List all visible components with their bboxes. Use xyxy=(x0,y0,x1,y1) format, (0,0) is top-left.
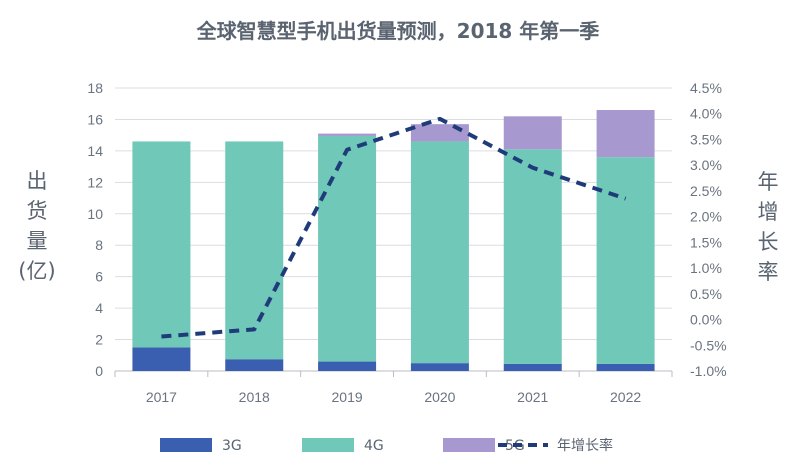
legend-swatch-4G xyxy=(302,438,354,452)
bar-3G-2018 xyxy=(225,359,284,371)
y2-axis-title-char: 年 xyxy=(758,170,779,194)
y2-tick-label: -0.5% xyxy=(690,337,727,353)
y2-tick-label: 4.5% xyxy=(690,80,722,96)
y-tick-label: 12 xyxy=(87,174,103,190)
left-axis-title: 出货量 (亿) xyxy=(18,169,55,283)
y-tick-label: 2 xyxy=(95,332,103,348)
legend: 3G4G5G年增长率 xyxy=(160,437,613,454)
legend-swatch-3G xyxy=(160,438,212,452)
bar-4G-2021 xyxy=(503,149,562,364)
y2-tick-label: 4.0% xyxy=(690,106,722,122)
bar-5G-2019 xyxy=(318,133,377,136)
y2-tick-label: 2.5% xyxy=(690,183,722,199)
legend-label-4G: 4G xyxy=(364,438,384,454)
x-tick-label: 2018 xyxy=(239,389,270,405)
bar-3G-2020 xyxy=(410,363,469,371)
bar-4G-2018 xyxy=(225,141,284,360)
y-tick-label: 0 xyxy=(95,363,103,379)
y2-tick-label: 1.5% xyxy=(690,234,722,250)
bar-4G-2020 xyxy=(410,141,469,364)
x-tick-label: 2021 xyxy=(517,389,548,405)
growth-rate-line-path xyxy=(161,116,627,339)
y-axis-title-char: 货 xyxy=(27,199,48,223)
bar-5G-2020 xyxy=(410,124,469,142)
bar-5G-2021 xyxy=(503,116,562,150)
x-tick-label: 2020 xyxy=(424,389,455,405)
y-tick-label: 8 xyxy=(95,237,103,253)
stacked-bars xyxy=(132,110,655,371)
y-axis-title-char: 量 xyxy=(27,229,48,253)
y-tick-label: 4 xyxy=(95,300,103,316)
y2-tick-label: 0.5% xyxy=(690,286,722,302)
y-tick-label: 10 xyxy=(87,206,103,222)
y-axis-title-char: (亿) xyxy=(18,259,55,283)
y2-tick-label: 1.0% xyxy=(690,260,722,276)
right-axis-title: 年增长率 xyxy=(758,170,779,284)
bar-4G-2022 xyxy=(596,157,655,364)
left-axis-ticks: 0 2 4 6 8 10 12 14 16 18 xyxy=(87,80,103,379)
grid-lines xyxy=(114,87,673,377)
y2-tick-label: 3.0% xyxy=(690,157,722,173)
bar-3G-2017 xyxy=(132,347,191,371)
bar-3G-2021 xyxy=(503,363,562,371)
bar-3G-2019 xyxy=(318,361,377,371)
y-tick-label: 14 xyxy=(87,143,103,159)
x-tick-label: 2017 xyxy=(146,389,177,405)
y-tick-label: 16 xyxy=(87,111,103,127)
y-tick-label: 18 xyxy=(87,80,103,96)
y-axis-title-char: 出 xyxy=(27,169,48,193)
right-axis-ticks: -1.0% -0.5% 0.0% 0.5% 1.0% 1.5% 2.0% 2.5% 3.0% 3.… xyxy=(690,80,727,379)
y-tick-label: 6 xyxy=(95,269,103,285)
x-axis-ticks: 2017 2018 2019 2020 2021 2022 xyxy=(146,389,642,405)
bar-3G-2022 xyxy=(596,363,655,371)
legend-label-growth-rate: 年增长率 xyxy=(557,437,613,454)
y2-tick-label: 2.0% xyxy=(690,209,722,225)
bar-5G-2022 xyxy=(596,110,655,158)
y2-axis-title-char: 长 xyxy=(758,230,779,254)
chart-title: 全球智慧型手机出货量预测，2018 年第一季 xyxy=(196,19,600,43)
legend-swatch-5G xyxy=(443,438,495,452)
legend-label-3G: 3G xyxy=(222,438,242,454)
x-tick-label: 2019 xyxy=(332,389,363,405)
x-tick-label: 2022 xyxy=(610,389,641,405)
y2-axis-title-char: 率 xyxy=(758,260,779,284)
bar-4G-2019 xyxy=(318,135,377,362)
y2-tick-label: 3.5% xyxy=(690,131,722,147)
y2-axis-title-char: 增 xyxy=(758,200,779,224)
y2-tick-label: 0.0% xyxy=(690,312,722,328)
growth-rate-line xyxy=(161,116,627,339)
y2-tick-label: -1.0% xyxy=(690,363,727,379)
bar-4G-2017 xyxy=(132,141,191,348)
